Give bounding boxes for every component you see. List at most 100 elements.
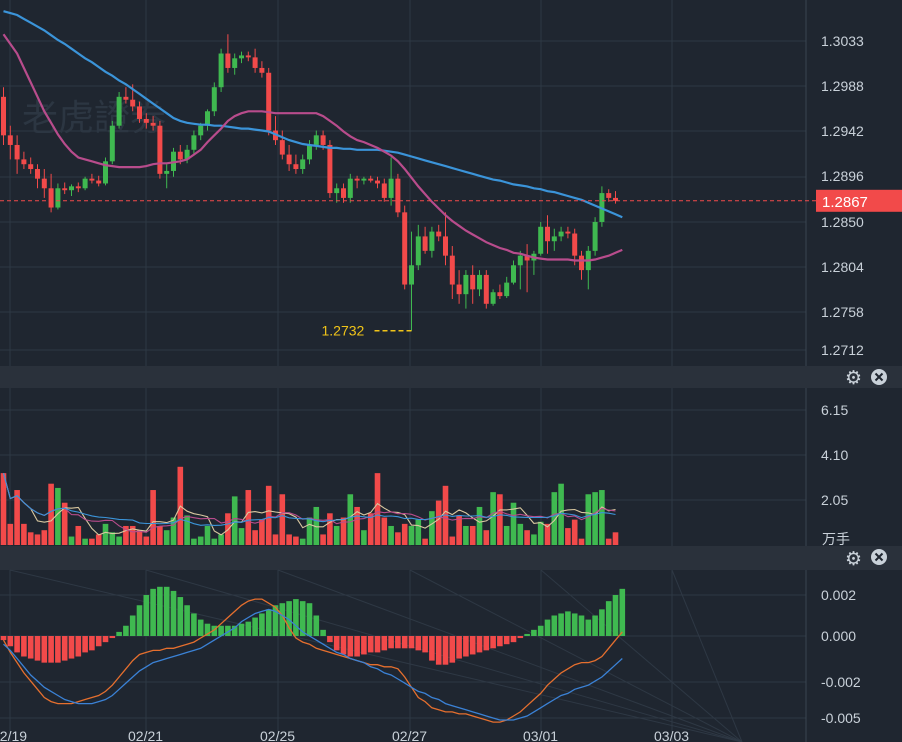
candle-down [320, 135, 326, 145]
macd-histogram-bar [231, 625, 238, 636]
macd-histogram-bar [95, 636, 102, 647]
candle-down [89, 178, 95, 181]
volume-panel-settings-button[interactable]: ⚙ [845, 548, 862, 570]
volume-tick-label: 4.10 [821, 447, 848, 463]
macd-histogram-bar [442, 636, 449, 665]
candle-up [116, 96, 122, 126]
macd-histogram-bar [469, 636, 476, 655]
macd-tick-label: -0.002 [821, 674, 861, 690]
candle-up [347, 178, 353, 198]
price-panel-close-button[interactable] [871, 369, 887, 385]
candle-up [334, 188, 340, 194]
candle-up [55, 188, 61, 208]
volume-bar [157, 525, 163, 545]
volume-bar [34, 534, 41, 545]
macd-histogram-bar [191, 613, 197, 636]
macd-histogram-bar [408, 636, 415, 649]
candle-down [123, 96, 129, 100]
date-tick-label: 02/27 [392, 728, 427, 742]
volume-bar [293, 536, 299, 545]
grid-line [671, 569, 743, 742]
volume-bar [218, 534, 224, 545]
volume-bar [565, 528, 571, 545]
candle-down [402, 212, 408, 285]
candle-down [75, 186, 81, 189]
volume-bar [272, 534, 279, 545]
volume-tick-label: 2.05 [821, 492, 848, 508]
volume-bar [116, 536, 122, 545]
macd-histogram-bar [184, 605, 190, 636]
macd-histogram-bar [129, 615, 136, 636]
candle-up [239, 55, 244, 59]
candle-up [300, 159, 306, 170]
volume-bar [313, 506, 320, 545]
date-tick-label: 02/19 [0, 728, 27, 742]
candle-down [143, 118, 149, 123]
volume-ma-line [2, 472, 616, 526]
gear-icon[interactable]: ⚙ [845, 367, 862, 389]
candle-up [205, 111, 210, 126]
volume-bar [449, 536, 456, 545]
candle-up [198, 125, 204, 136]
volume-bar [82, 538, 88, 545]
volume-bar [415, 519, 422, 545]
volume-bar [41, 530, 48, 545]
volume-bar [599, 490, 605, 545]
volume-panel-close-button[interactable] [871, 549, 887, 565]
volume-bar [612, 532, 619, 545]
macd-histogram-bar [476, 636, 483, 653]
candle-up [313, 135, 319, 145]
volume-bar [238, 528, 245, 545]
macd-histogram-bar [306, 603, 313, 636]
panel-divider [0, 546, 902, 570]
price-panel-settings-button[interactable]: ⚙ [845, 367, 862, 389]
macd-histogram-bar [422, 636, 428, 653]
grid-line [9, 569, 743, 742]
volume-bar [123, 525, 129, 545]
volume-bar [367, 513, 374, 545]
macd-histogram-bar [7, 636, 14, 647]
macd-histogram-bar [571, 613, 578, 636]
macd-panel[interactable] [0, 586, 626, 723]
volume-bar [476, 506, 483, 545]
date-tick-label: 03/01 [523, 728, 558, 742]
macd-histogram-bar [585, 619, 592, 636]
volume-bar [483, 530, 490, 545]
candle-up [218, 53, 224, 88]
macd-histogram-bar [116, 631, 122, 636]
volume-panel[interactable] [0, 466, 619, 545]
candle-down [545, 226, 550, 242]
volume-bar [361, 530, 367, 545]
volume-bar [55, 487, 61, 545]
price-tick-label: 1.2988 [821, 78, 864, 94]
macd-histogram-bar [490, 636, 496, 649]
macd-histogram-bar [558, 613, 564, 636]
candle-down [606, 193, 612, 198]
volume-bar [184, 515, 190, 545]
price-panel[interactable]: 1.2867 1.2732 [0, 10, 902, 339]
candle-down [449, 255, 455, 285]
volume-bar [395, 532, 401, 545]
macd-histogram-bar [565, 611, 571, 636]
candle-up [164, 170, 170, 174]
macd-tick-label: 0.000 [821, 628, 856, 644]
price-tick-label: 1.2712 [821, 342, 864, 358]
macd-histogram-bar [163, 586, 170, 636]
macd-histogram-bar [517, 636, 524, 639]
macd-histogram-bar [218, 625, 224, 636]
volume-bar [347, 494, 354, 545]
gear-icon[interactable]: ⚙ [845, 548, 862, 570]
volume-bar [333, 525, 340, 545]
macd-histogram-bar [21, 636, 27, 657]
candle-down [293, 164, 299, 170]
candle-up [511, 265, 516, 283]
panel-backgrounds [0, 366, 902, 570]
grid-line [409, 569, 743, 742]
macd-histogram-bar [252, 617, 258, 636]
macd-histogram-bar [143, 595, 150, 636]
candle-down [395, 178, 401, 213]
candle-down [252, 57, 258, 68]
macd-histogram-bar [286, 601, 292, 636]
